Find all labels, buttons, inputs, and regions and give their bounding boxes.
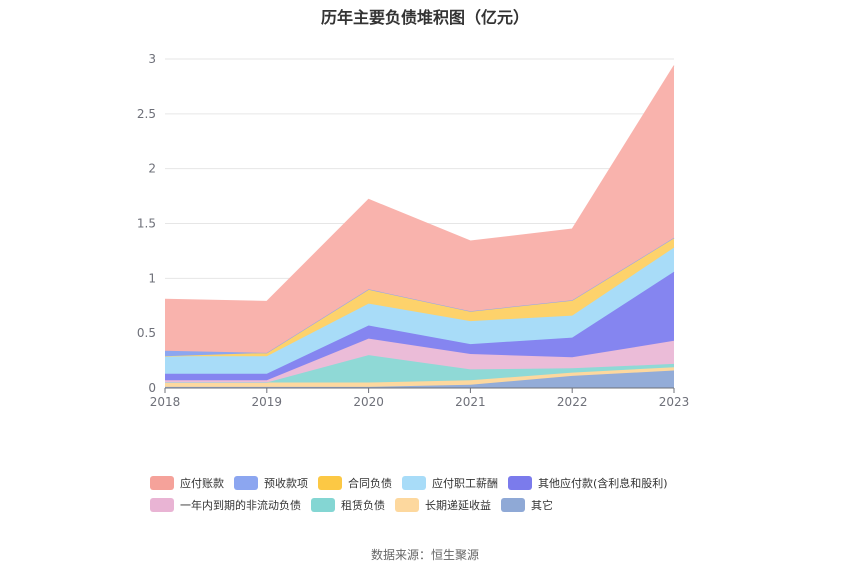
y-tick-label: 0.5	[137, 326, 156, 340]
axes: 0 0.5 1 1.5 2 2.5 3 2018 2019 2020 2021 2022 2023	[137, 52, 689, 409]
x-tick-label: 2022	[557, 395, 588, 409]
area-series-应付账款	[165, 65, 674, 353]
area-series-其他应付款(含利息和股利)	[165, 271, 674, 381]
legend-label: 预收款项	[264, 477, 308, 490]
area-series-其它	[165, 370, 674, 388]
chart-legend: 应付账款 预收款项 合同负债 应付职工薪酬 其他应付款(含利息和股利) 一年内到期的非流动…	[150, 472, 750, 516]
legend-item[interactable]: 一年内到期的非流动负债	[150, 497, 301, 513]
legend-label: 长期递延收益	[425, 499, 491, 512]
legend-label: 合同负债	[348, 477, 392, 490]
x-tick-label: 2023	[659, 395, 690, 409]
data-source: 数据来源：恒生聚源	[370, 548, 479, 562]
y-tick-label: 1	[148, 271, 156, 285]
y-tick-label: 2.5	[137, 107, 156, 121]
legend-label: 其它	[531, 499, 553, 512]
x-tick-label: 2019	[252, 395, 283, 409]
legend-row: 一年内到期的非流动负债 租赁负债 长期递延收益 其它	[150, 494, 750, 516]
legend-swatch	[508, 476, 532, 490]
legend-label: 应付职工薪酬	[432, 477, 498, 490]
y-tick-label: 0	[148, 381, 156, 395]
legend-item[interactable]: 预收款项	[234, 475, 308, 491]
area-series-长期递延收益	[165, 367, 674, 387]
legend-swatch	[234, 476, 258, 490]
legend-item[interactable]: 应付账款	[150, 475, 224, 491]
legend-label: 一年内到期的非流动负债	[180, 499, 301, 512]
legend-swatch	[150, 476, 174, 490]
series-line	[164, 65, 675, 302]
x-tick-label: 2021	[455, 395, 486, 409]
legend-row: 应付账款 预收款项 合同负债 应付职工薪酬 其他应付款(含利息和股利)	[150, 472, 750, 494]
legend-item[interactable]: 其它	[501, 497, 553, 513]
legend-item[interactable]: 合同负债	[318, 475, 392, 491]
area-series-租赁负债	[165, 355, 674, 383]
legend-label: 其他应付款(含利息和股利)	[538, 477, 668, 490]
y-tick-label: 1.5	[137, 217, 156, 231]
chart-title: 历年主要负债堆积图（亿元）	[320, 8, 529, 27]
x-tick-label: 2018	[150, 395, 181, 409]
area-series-应付职工薪酬	[165, 247, 674, 374]
legend-label: 租赁负债	[341, 499, 385, 512]
legend-swatch	[501, 498, 525, 512]
legend-item[interactable]: 其他应付款(含利息和股利)	[508, 475, 668, 491]
y-tick-label: 2	[148, 162, 156, 176]
area-series-一年内到期的非流动负债	[165, 338, 674, 383]
legend-swatch	[395, 498, 419, 512]
stacked-area-chart: 0 0.5 1 1.5 2 2.5 3 2018 2019 2020 2021 2022 2023	[137, 52, 689, 409]
legend-label: 应付账款	[180, 477, 224, 490]
y-tick-label: 3	[148, 52, 156, 66]
area-series	[164, 65, 675, 388]
legend-swatch	[402, 476, 426, 490]
legend-item[interactable]: 租赁负债	[311, 497, 385, 513]
x-tick-label: 2020	[353, 395, 384, 409]
legend-item[interactable]: 应付职工薪酬	[402, 475, 498, 491]
legend-swatch	[318, 476, 342, 490]
legend-item[interactable]: 长期递延收益	[395, 497, 491, 513]
legend-swatch	[150, 498, 174, 512]
legend-swatch	[311, 498, 335, 512]
